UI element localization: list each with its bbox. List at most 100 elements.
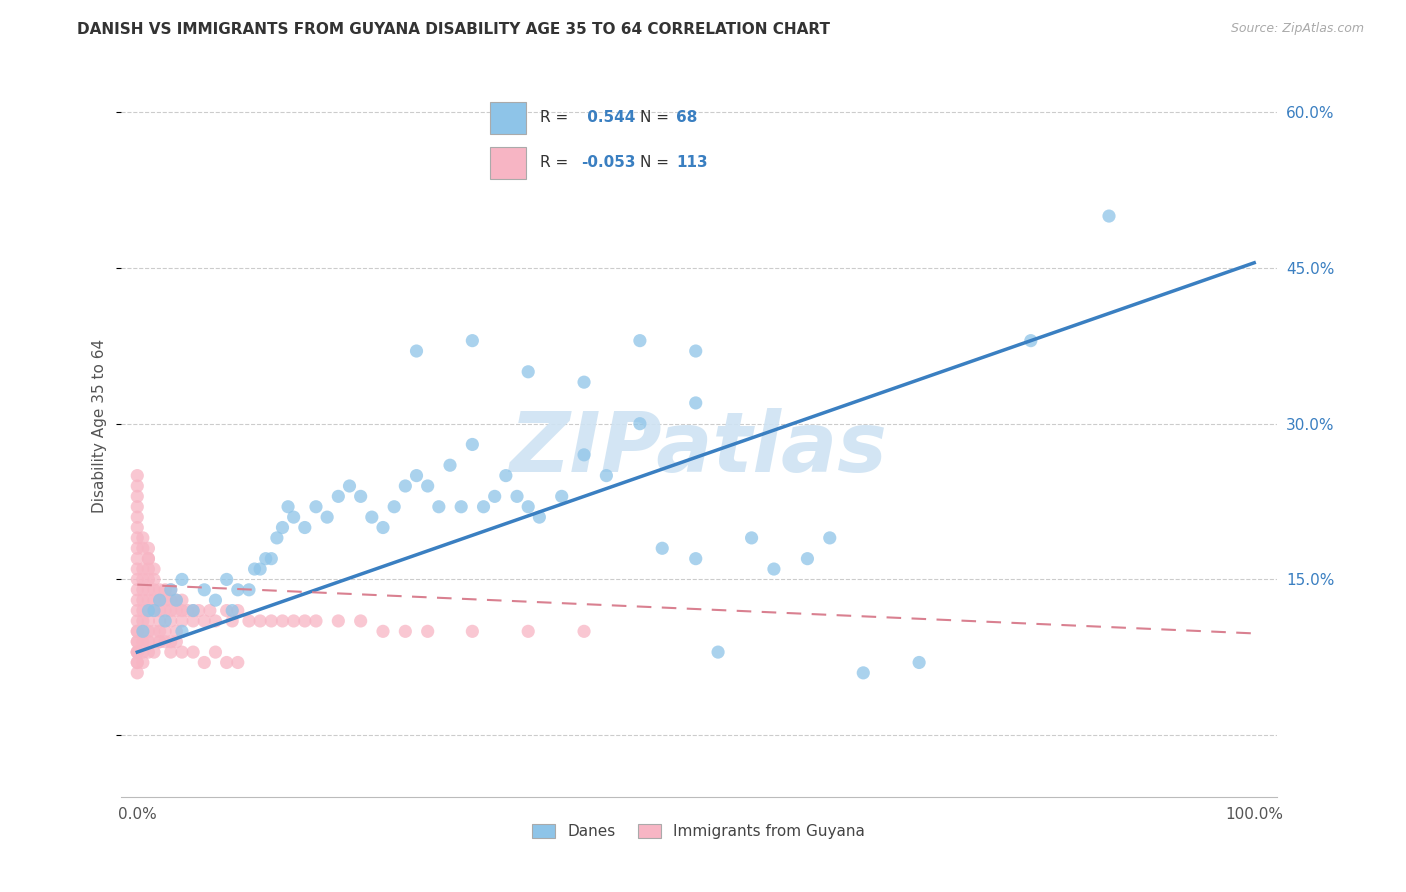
Point	[305, 614, 328, 628]
Point	[277, 500, 299, 514]
Point	[495, 468, 517, 483]
Point	[628, 334, 651, 348]
Point	[127, 665, 149, 680]
Point	[143, 582, 166, 597]
Point	[529, 510, 551, 524]
Point	[127, 624, 149, 639]
Point	[127, 520, 149, 534]
Point	[572, 448, 595, 462]
Point	[132, 603, 155, 617]
Point	[328, 614, 350, 628]
Point	[127, 468, 149, 483]
Point	[260, 551, 283, 566]
Point	[685, 396, 707, 410]
Point	[852, 665, 875, 680]
Point	[305, 500, 328, 514]
Point	[176, 603, 198, 617]
Point	[127, 573, 149, 587]
Point	[143, 603, 166, 617]
Point	[226, 582, 249, 597]
Point	[159, 634, 181, 648]
Point	[127, 634, 149, 648]
Point	[143, 624, 166, 639]
Point	[127, 593, 149, 607]
Point	[204, 614, 226, 628]
Point	[165, 634, 187, 648]
Point	[149, 624, 172, 639]
Point	[132, 593, 155, 607]
Point	[138, 634, 160, 648]
Point	[226, 656, 249, 670]
Point	[153, 624, 176, 639]
Point	[165, 593, 187, 607]
Point	[159, 603, 181, 617]
Point	[472, 500, 495, 514]
Point	[138, 551, 160, 566]
Point	[127, 531, 149, 545]
Point	[127, 541, 149, 556]
Point	[153, 634, 176, 648]
Point	[165, 624, 187, 639]
Point	[149, 593, 172, 607]
Point	[153, 603, 176, 617]
Point	[132, 656, 155, 670]
Point	[221, 614, 243, 628]
Point	[198, 603, 221, 617]
Point	[132, 645, 155, 659]
Point	[294, 614, 316, 628]
Point	[243, 562, 266, 576]
Point	[132, 573, 155, 587]
Point	[138, 634, 160, 648]
Point	[193, 614, 215, 628]
Point	[127, 500, 149, 514]
Point	[181, 603, 204, 617]
Point	[193, 582, 215, 597]
Point	[427, 500, 450, 514]
Point	[741, 531, 763, 545]
Point	[143, 562, 166, 576]
Point	[127, 645, 149, 659]
Point	[143, 573, 166, 587]
Point	[127, 551, 149, 566]
Point	[138, 582, 160, 597]
Point	[517, 624, 540, 639]
Point	[685, 551, 707, 566]
Point	[249, 562, 271, 576]
Point	[394, 624, 416, 639]
Point	[350, 489, 373, 503]
Point	[127, 656, 149, 670]
Point	[138, 573, 160, 587]
Y-axis label: Disability Age 35 to 64: Disability Age 35 to 64	[93, 339, 107, 514]
Point	[762, 562, 785, 576]
Text: ZIPatlas: ZIPatlas	[509, 408, 887, 489]
Point	[796, 551, 818, 566]
Point	[260, 614, 283, 628]
Point	[170, 645, 193, 659]
Point	[187, 603, 209, 617]
Point	[461, 437, 484, 451]
Point	[127, 645, 149, 659]
Point	[159, 582, 181, 597]
Point	[572, 624, 595, 639]
Point	[204, 593, 226, 607]
Point	[159, 614, 181, 628]
Point	[159, 582, 181, 597]
Point	[416, 479, 439, 493]
Point	[226, 603, 249, 617]
Point	[127, 656, 149, 670]
Point	[350, 614, 373, 628]
Point	[181, 603, 204, 617]
Point	[193, 656, 215, 670]
Point	[170, 603, 193, 617]
Point	[1098, 209, 1121, 223]
Point	[153, 582, 176, 597]
Point	[517, 365, 540, 379]
Point	[382, 500, 405, 514]
Point	[283, 614, 305, 628]
Point	[271, 520, 294, 534]
Point	[707, 645, 730, 659]
Point	[149, 603, 172, 617]
Point	[461, 334, 484, 348]
Point	[165, 603, 187, 617]
Point	[132, 531, 155, 545]
